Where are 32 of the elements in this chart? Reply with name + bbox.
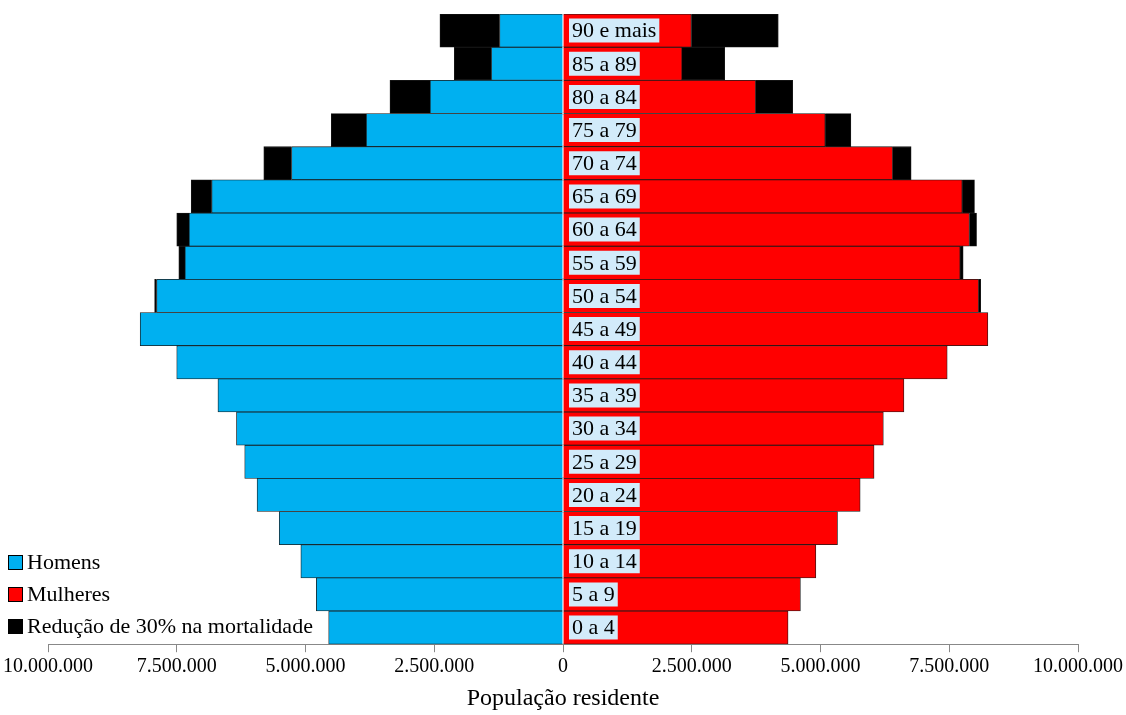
y-tick-label: 20 a 24 [572, 481, 637, 507]
y-tick-label: 0 a 4 [572, 614, 615, 640]
x-tick-label: 2.500.000 [394, 654, 475, 677]
legend-label: Mulheres [27, 580, 111, 609]
x-tick-label: 2.500.000 [651, 654, 732, 677]
y-tick-label: 80 a 84 [572, 83, 637, 109]
x-tick-label: 7.500.000 [136, 654, 217, 677]
x-tick-label: 0 [558, 654, 568, 677]
y-tick-label: 25 a 29 [572, 448, 637, 474]
x-tick-label: 10.000.000 [3, 654, 93, 677]
x-tick-label: 5.000.000 [780, 654, 861, 677]
y-tick-label: 35 a 39 [572, 382, 637, 408]
x-tick-label: 10.000.000 [1033, 654, 1123, 677]
y-tick-label: 5 a 9 [572, 581, 615, 607]
y-tick-label: 90 e mais [572, 17, 657, 43]
y-tick-label: 75 a 79 [572, 116, 637, 142]
y-tick-label: 70 a 74 [572, 150, 637, 176]
y-tick-label: 55 a 59 [572, 249, 637, 275]
legend-label: Redução de 30% na mortalidade [27, 612, 313, 641]
y-tick-label: 15 a 19 [572, 514, 637, 540]
y-tick-label: 30 a 34 [572, 415, 637, 441]
x-tick-label: 7.500.000 [909, 654, 990, 677]
y-tick-label: 40 a 44 [572, 349, 637, 375]
y-tick-label: 50 a 54 [572, 282, 637, 308]
y-tick-label: 60 a 64 [572, 216, 637, 242]
x-axis-title: População residente [466, 683, 660, 710]
y-tick-label: 45 a 49 [572, 315, 637, 341]
y-tick-label: 85 a 89 [572, 50, 637, 76]
y-tick-label: 10 a 14 [572, 548, 637, 574]
legend-label: Homens [27, 548, 101, 577]
y-tick-label: 65 a 69 [572, 183, 637, 209]
x-tick-label: 5.000.000 [265, 654, 346, 677]
